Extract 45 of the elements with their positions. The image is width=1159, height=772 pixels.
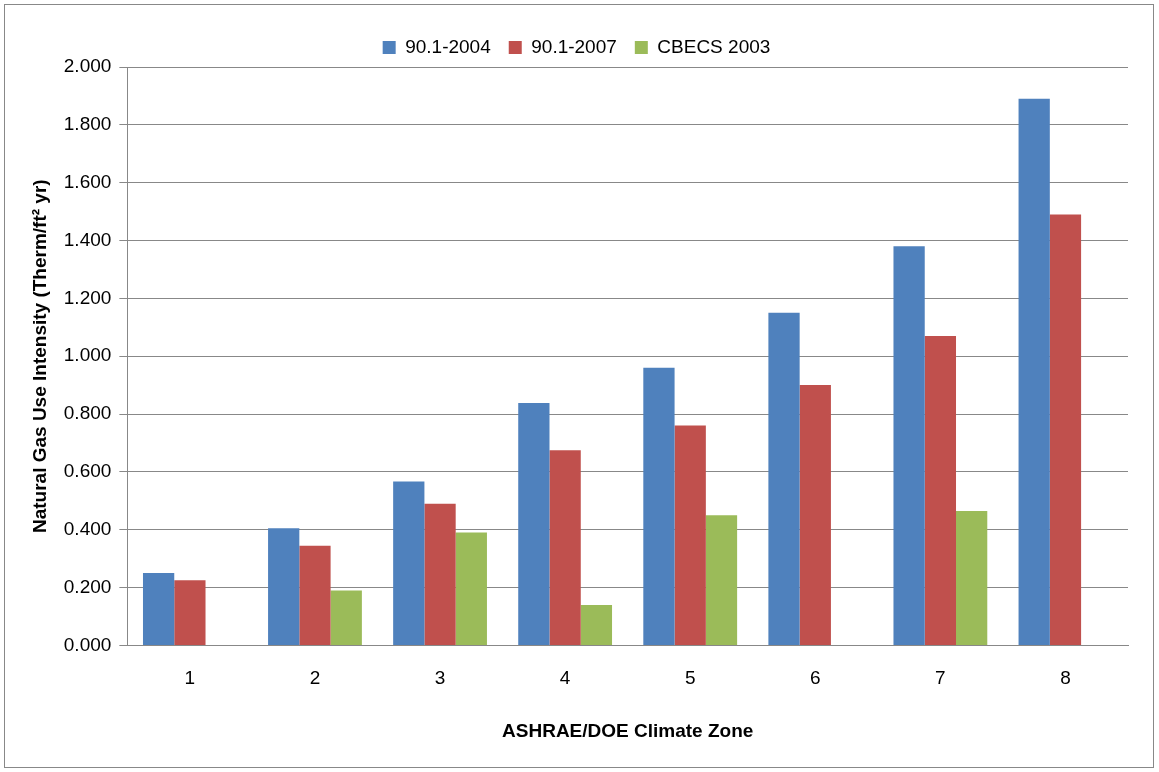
bar — [393, 481, 425, 645]
bar — [268, 528, 300, 645]
x-tick-label: 7 — [935, 667, 946, 689]
bar — [174, 580, 206, 645]
x-tick-label: 4 — [559, 667, 571, 689]
bar — [330, 590, 362, 645]
y-tick-label: 0.800 — [63, 402, 112, 424]
y-tick-label: 0.400 — [63, 517, 112, 539]
x-axis-title: ASHRAE/DOE Climate Zone — [502, 719, 754, 741]
bar — [674, 425, 706, 645]
x-tick-label: 1 — [184, 667, 196, 689]
bar — [1049, 214, 1082, 645]
y-tick-label: 1.400 — [63, 228, 112, 250]
y-tick-label: 0.200 — [63, 575, 112, 597]
bar — [1018, 98, 1050, 645]
y-tick-label: 1.200 — [63, 286, 112, 308]
bar — [580, 604, 613, 645]
bar — [518, 403, 550, 645]
legend-label: CBECS 2003 — [657, 35, 771, 57]
legend-label: 90.1-2007 — [531, 35, 617, 57]
y-tick-label: 1.000 — [63, 344, 112, 366]
x-tick-label: 5 — [684, 667, 696, 689]
bar — [142, 573, 175, 645]
y-tick-label: 1.600 — [63, 170, 112, 192]
bar — [705, 515, 738, 645]
bar — [424, 503, 456, 645]
legend-label: 90.1-2004 — [405, 35, 492, 57]
x-tick-label: 2 — [309, 667, 321, 689]
bar — [299, 545, 331, 645]
y-tick-label: 0.000 — [63, 633, 112, 655]
x-tick-label: 8 — [1060, 667, 1071, 689]
bar — [956, 510, 988, 645]
x-tick-label: 6 — [810, 667, 821, 689]
x-tick-label: 3 — [434, 667, 446, 689]
bar — [924, 335, 957, 645]
y-axis-title: Natural Gas Use Intensity (Therm/ft² yr) — [28, 179, 50, 534]
bar — [643, 367, 675, 645]
bar — [799, 385, 831, 645]
y-tick-label: 0.600 — [63, 460, 112, 482]
y-tick-label: 2.000 — [63, 55, 112, 77]
bar — [455, 532, 487, 645]
bar — [768, 312, 800, 645]
bar — [893, 246, 925, 645]
y-tick-label: 1.800 — [63, 113, 112, 135]
bar — [549, 450, 581, 645]
